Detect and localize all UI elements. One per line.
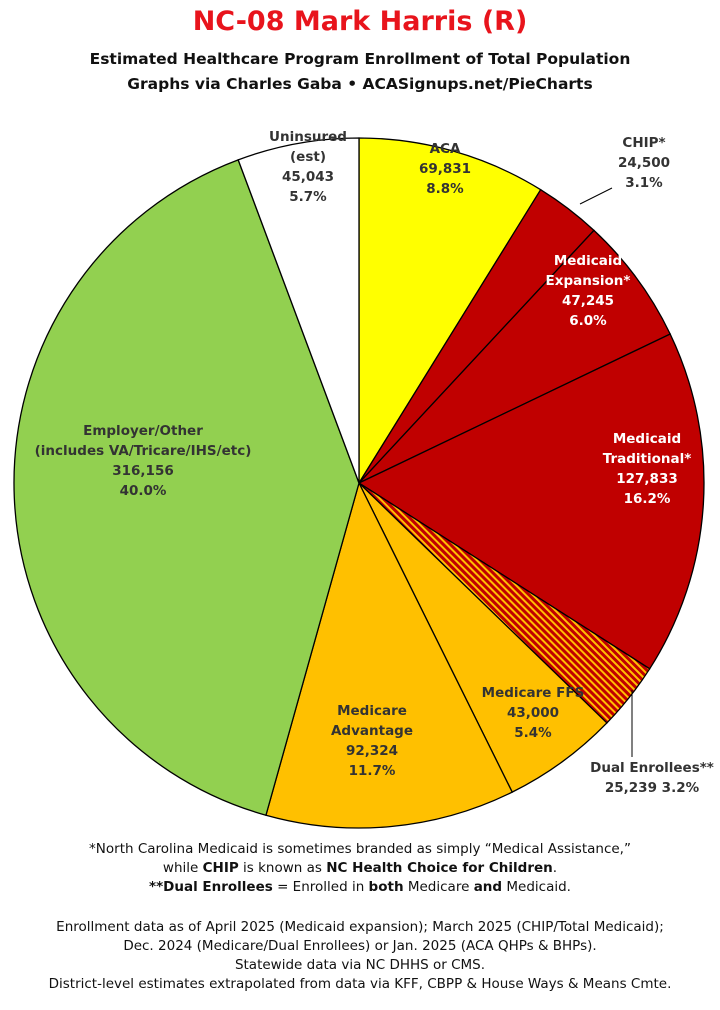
slice-label-line: Medicaid	[613, 431, 681, 447]
pie-slice-medicaid-traditional	[357, 333, 705, 670]
slice-label-line: Traditional*	[603, 451, 692, 467]
slice-label-medicare-advantage: Medicare Advantage 92,324 11.7%	[331, 703, 413, 779]
slice-label-medicaid-expansion: Medicaid Expansion* 47,245 6.0%	[546, 253, 631, 329]
chart-credit: Graphs via Charles Gaba • ACASignups.net…	[127, 75, 593, 93]
footnote-medicaid-branding: *North Carolina Medicaid is sometimes br…	[89, 841, 631, 857]
slice-label-medicaid-traditional: Medicaid Traditional* 127,833 16.2%	[603, 431, 692, 507]
slice-label-line: 25,239 3.2%	[605, 780, 700, 796]
slice-label-line: Advantage	[331, 723, 413, 739]
slice-label-line: 92,324	[346, 743, 398, 759]
slice-label-line: 69,831	[419, 161, 471, 177]
slice-label-line: 6.0%	[569, 313, 607, 329]
slice-label-line: Employer/Other	[83, 423, 203, 439]
slice-label-line: 5.7%	[289, 189, 327, 205]
pie-slice-uninsured	[237, 137, 360, 484]
slice-label-line: 127,833	[616, 471, 678, 487]
pie-chart: ACA 69,831 8.8% CHIP* 24,500 3.1% Medicaid Expa…	[13, 129, 714, 829]
footnote-block: *North Carolina Medicaid is sometimes br…	[0, 840, 720, 897]
source-note-district: District-level estimates extrapolated fr…	[48, 976, 672, 992]
pie-slice-medicare-advantage	[265, 481, 514, 829]
slice-label-uninsured: Uninsured (est) 45,043 5.7%	[269, 129, 347, 205]
slice-label-employer-other: Employer/Other (includes VA/Tricare/IHS/e…	[35, 423, 252, 499]
slice-label-line: Uninsured	[269, 129, 347, 145]
slice-label-dual-enrollees: Dual Enrollees** 25,239 3.2%	[590, 760, 714, 796]
slice-label-line: 316,156	[112, 463, 174, 479]
slice-label-medicare-ffs: Medicare FFS 43,000 5.4%	[482, 685, 585, 741]
chart-subtitle: Estimated Healthcare Program Enrollment …	[89, 50, 631, 68]
slice-label-line: 45,043	[282, 169, 334, 185]
slice-label-line: 3.1%	[625, 175, 663, 191]
slice-label-line: 40.0%	[120, 483, 167, 499]
slice-label-line: Medicare FFS	[482, 685, 585, 701]
slice-label-line: (includes VA/Tricare/IHS/etc)	[35, 443, 252, 459]
slice-label-chip: CHIP* 24,500 3.1%	[618, 135, 670, 191]
slice-label-line: 11.7%	[349, 763, 396, 779]
slice-label-line: Expansion*	[546, 273, 631, 289]
chart-title: NC-08 Mark Harris (R)	[192, 6, 528, 37]
footnote-dual-enrollees: **Dual Enrollees = Enrolled in both Medi…	[149, 879, 571, 895]
slice-label-line: ACA	[430, 141, 461, 157]
slice-label-line: 5.4%	[514, 725, 552, 741]
leader-line-chip	[579, 187, 613, 205]
source-note-dates-2: Dec. 2024 (Medicare/Dual Enrollees) or J…	[123, 938, 597, 954]
slice-label-line: Medicaid	[554, 253, 622, 269]
slice-label-line: 47,245	[562, 293, 614, 309]
source-note-dates: Enrollment data as of April 2025 (Medica…	[56, 919, 664, 935]
source-notes: Enrollment data as of April 2025 (Medica…	[0, 918, 720, 994]
slice-label-line: 8.8%	[426, 181, 464, 197]
slice-label-line: Medicare	[337, 703, 407, 719]
pie-slice-medicaid-expansion	[358, 229, 672, 484]
slice-label-line: CHIP*	[622, 135, 665, 151]
pie-slice-aca	[358, 137, 542, 486]
pie-slice-employer-other	[13, 159, 360, 817]
slice-label-aca: ACA 69,831 8.8%	[419, 141, 471, 197]
footnote-chip-name: while CHIP is known as NC Health Choice …	[162, 860, 558, 876]
slice-label-line: 43,000	[507, 705, 559, 721]
slice-label-line: Dual Enrollees**	[590, 760, 714, 776]
slice-label-line: 16.2%	[624, 491, 671, 507]
slice-label-line: (est)	[290, 149, 326, 165]
source-note-statewide: Statewide data via NC DHHS or CMS.	[234, 957, 486, 973]
slice-label-line: 24,500	[618, 155, 670, 171]
